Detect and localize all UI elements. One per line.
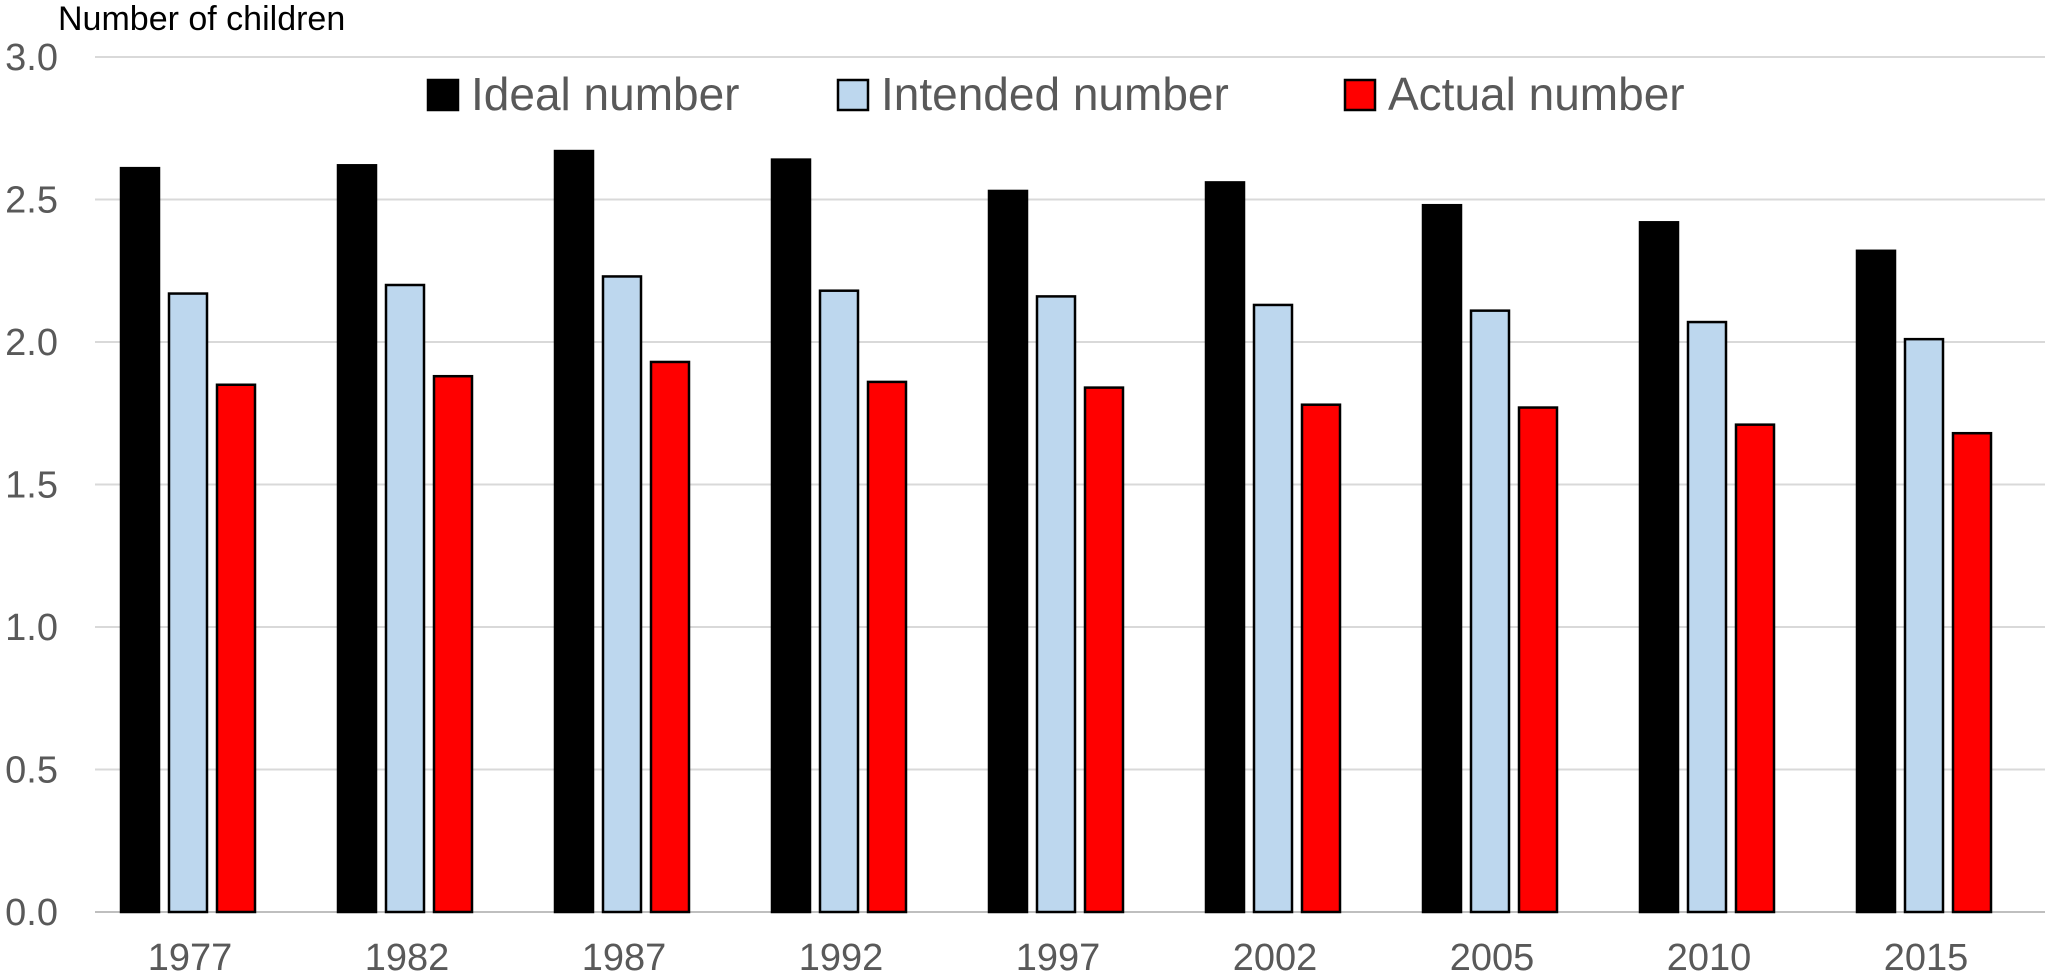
x-tick-label: 2015 [1884,937,1969,973]
legend-label: Actual number [1388,68,1685,120]
bar-ideal-number [1204,181,1246,914]
legend: Ideal number Intended number Actual number [426,68,1685,120]
bar-actual-number [1517,406,1559,914]
bar-actual-number [866,380,908,914]
x-tick-label: 1977 [148,937,233,973]
x-tick-label: 1992 [799,937,884,973]
x-tick-label: 1987 [582,937,667,973]
bar-ideal-number [336,164,378,914]
bar-actual-number [432,374,474,914]
legend-label: Ideal number [471,68,740,120]
bar-ideal-number [1421,203,1463,914]
bar-ideal-number [553,149,595,914]
bar-intended-number [818,289,860,914]
bar-intended-number [601,275,643,914]
y-axis-title: Number of children [58,0,345,38]
y-tick-label: 2.5 [5,180,58,222]
bar-intended-number [1686,320,1728,914]
y-tick-label: 1.5 [5,465,58,507]
bar-ideal-number [770,158,812,914]
bar-actual-number [1083,386,1125,914]
bar-ideal-number [1855,249,1897,914]
bar-intended-number [384,283,426,914]
bars [119,149,1993,914]
x-tick-label: 2005 [1450,937,1535,973]
bar-actual-number [1734,423,1776,914]
bar-actual-number [215,383,257,914]
legend-swatch [836,78,870,112]
bar-intended-number [1252,303,1294,914]
bar-ideal-number [1638,221,1680,914]
bar-actual-number [1951,431,1993,914]
y-tick-label: 2.0 [5,322,58,364]
legend-swatch [426,78,460,112]
legend-label: Intended number [881,68,1229,120]
x-tick-label: 1982 [365,937,450,973]
bar-actual-number [1300,403,1342,914]
bar-actual-number [649,360,691,914]
bar-intended-number [1035,295,1077,914]
x-tick-label: 1997 [1016,937,1101,973]
x-tick-label: 2002 [1233,937,1318,973]
y-axis-tick-labels: 0.0 0.5 1.0 1.5 2.0 2.5 3.0 [5,37,58,934]
bar-intended-number [1903,337,1945,914]
legend-swatch [1343,78,1377,112]
bar-intended-number [1469,309,1511,914]
y-tick-label: 3.0 [5,37,58,79]
bar-ideal-number [119,166,161,914]
bar-ideal-number [987,189,1029,914]
bar-intended-number [167,292,209,914]
y-tick-label: 0.0 [5,892,58,934]
x-tick-label: 2010 [1667,937,1752,973]
y-tick-label: 1.0 [5,607,58,649]
x-axis-tick-labels: 1977 1982 1987 1992 1997 2002 2005 2010 2015 [148,937,1969,973]
y-tick-label: 0.5 [5,750,58,792]
